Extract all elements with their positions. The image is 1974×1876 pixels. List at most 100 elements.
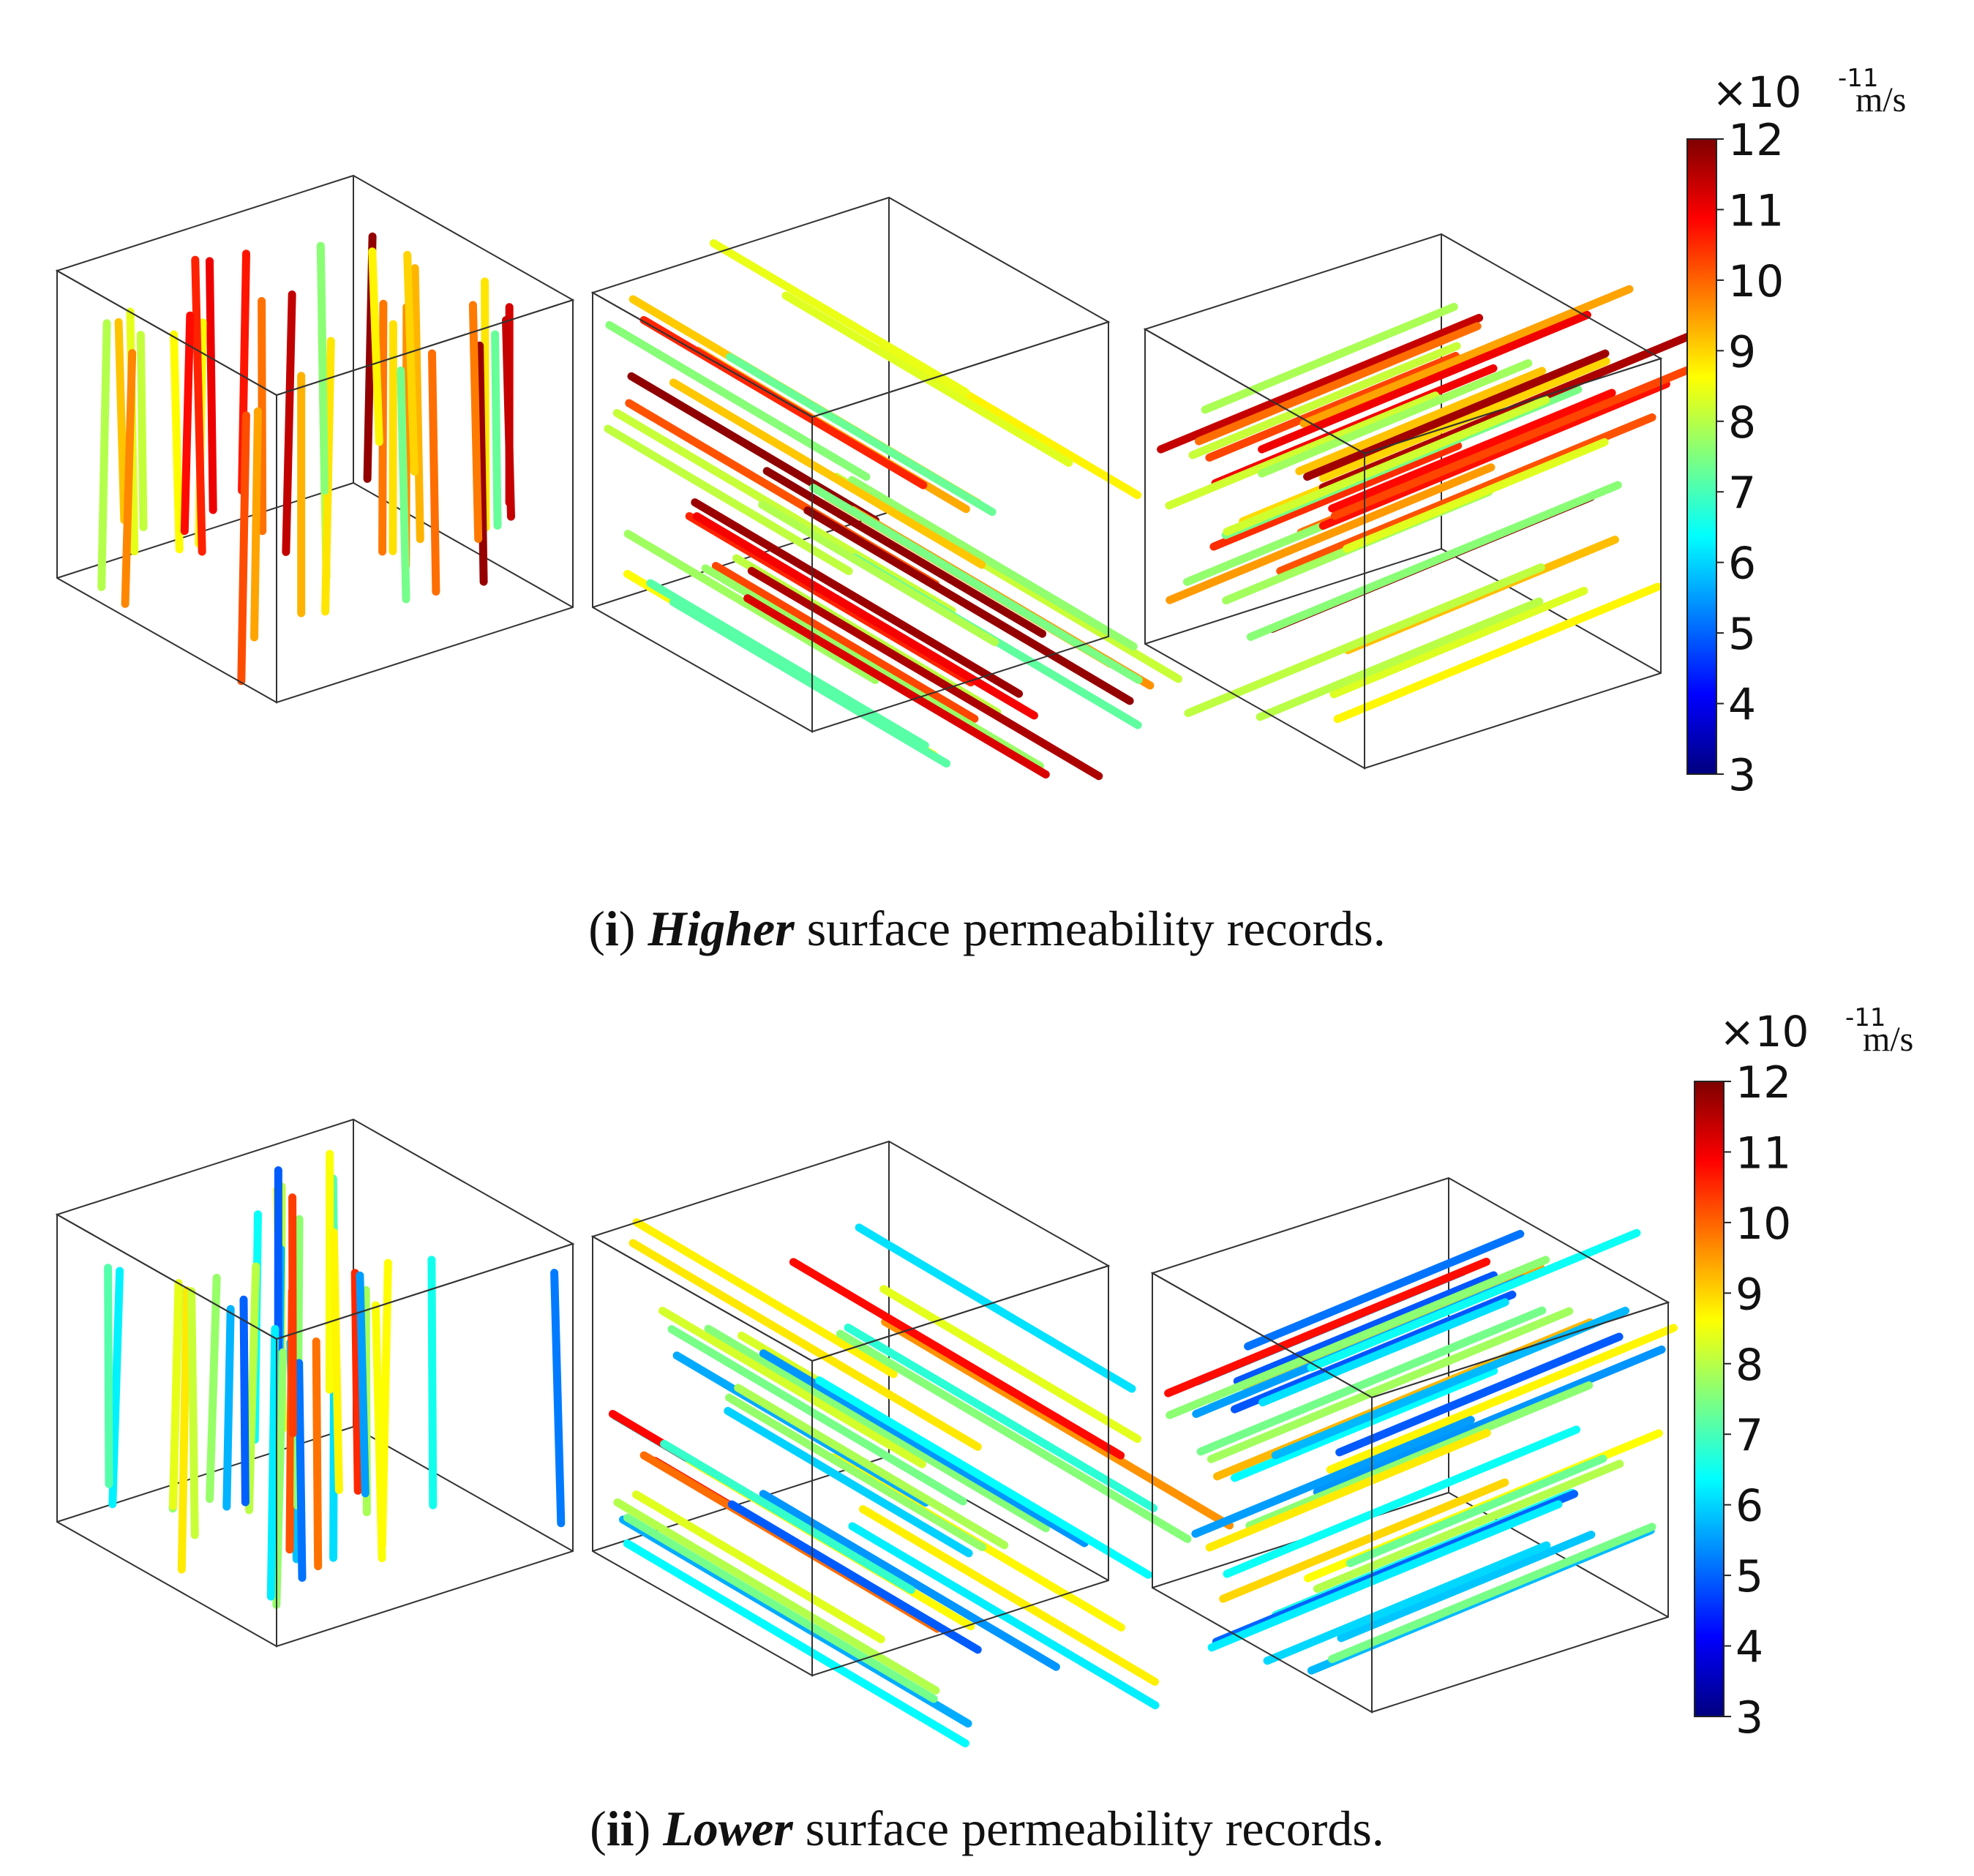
cube-face-outline bbox=[1371, 1301, 1669, 1714]
fracture-streamline bbox=[658, 1307, 926, 1468]
colorbar-tick-label: 10 bbox=[1728, 256, 1784, 307]
fracture-streamline bbox=[397, 366, 410, 604]
fracture-streamline bbox=[1245, 1381, 1594, 1530]
fracture-streamline bbox=[1258, 1298, 1509, 1407]
fracture-streamline bbox=[691, 498, 1024, 698]
colorbar-unit-exponent: -11 bbox=[1845, 1003, 1886, 1032]
fracture-streamline bbox=[1328, 389, 1616, 513]
fracture-streamline bbox=[1318, 357, 1610, 483]
fracture-streamline bbox=[855, 1223, 1136, 1393]
fracture-streamline bbox=[623, 1513, 938, 1703]
fracture-streamline bbox=[1196, 1306, 1547, 1456]
fracture-streamline bbox=[1333, 582, 1662, 724]
colorbar-unit-suffix: m/s bbox=[1863, 1020, 1913, 1059]
fracture-streamline bbox=[169, 1279, 183, 1510]
fracture-streamline bbox=[258, 297, 267, 536]
fracture-streamline bbox=[660, 1439, 915, 1594]
fracture-streamline bbox=[881, 1318, 1234, 1530]
cube-face-outline bbox=[811, 1264, 1109, 1677]
colorbar: ×10 -11 m/s 12 11 10 9 8 7 6 5 4 3 bbox=[1694, 1003, 1913, 1744]
cube-edge bbox=[353, 1426, 574, 1552]
fracture-streamline bbox=[550, 1269, 566, 1528]
caption-lower: (ii) Lower surface permeability records. bbox=[590, 1801, 1384, 1856]
fracture-streamline bbox=[704, 1324, 1050, 1533]
fracture-streamline bbox=[378, 1258, 392, 1550]
panel-lower: ×10 -11 m/s 12 11 10 9 8 7 6 5 4 3 bbox=[55, 1003, 1913, 1748]
colorbar-unit-prefix: ×10 bbox=[1712, 67, 1801, 117]
fracture-streamline bbox=[177, 1286, 191, 1574]
fracture-streamline bbox=[1205, 351, 1460, 462]
fracture-streamline bbox=[848, 476, 1138, 650]
fracture-streamline bbox=[1328, 1523, 1656, 1663]
fracture-streamline bbox=[206, 1273, 221, 1504]
fracture-streamline bbox=[1335, 1332, 1624, 1457]
caption-higher: (i) Higher surface permeability records. bbox=[588, 901, 1386, 956]
fracture-streamline bbox=[628, 1239, 982, 1451]
colorbar-tick-label: 8 bbox=[1735, 1340, 1763, 1391]
fracture-streamline bbox=[604, 424, 853, 576]
fracture-streamline bbox=[809, 484, 1143, 684]
fracture-streamline bbox=[272, 1348, 287, 1609]
fracture-streamline bbox=[1313, 1460, 1624, 1593]
colorbar-tick-label: 4 bbox=[1728, 680, 1756, 731]
cube-face-outline bbox=[276, 299, 574, 704]
fracture-streamline bbox=[747, 566, 1103, 781]
fracture-streamline bbox=[1231, 1290, 1517, 1414]
colorbar-unit-exponent: -11 bbox=[1838, 64, 1879, 93]
fracture-streamline bbox=[762, 467, 1047, 638]
fracture-streamline bbox=[1205, 1428, 1491, 1552]
caption-text: surface permeability records. bbox=[792, 1801, 1384, 1856]
fracture-streamline bbox=[1258, 359, 1533, 478]
cube-edge bbox=[1448, 1492, 1669, 1618]
colorbar-unit-prefix: ×10 bbox=[1719, 1007, 1809, 1057]
fracture-streamline bbox=[239, 1295, 249, 1507]
cube-vertical-fractures bbox=[55, 1118, 575, 1648]
fracture-streamline bbox=[136, 331, 148, 531]
fracture-streamline bbox=[1223, 396, 1550, 536]
fracture-streamline bbox=[108, 1267, 124, 1509]
fracture-streamline bbox=[669, 378, 986, 569]
colorbar-tick-label: 8 bbox=[1728, 397, 1756, 449]
fracture-streamline bbox=[180, 311, 195, 536]
fracture-streamline bbox=[623, 1539, 969, 1748]
fracture-streamline bbox=[250, 407, 262, 642]
cube-face-outline bbox=[1364, 357, 1662, 770]
colorbar-tick-label: 11 bbox=[1728, 185, 1784, 236]
fracture-streamline bbox=[1207, 1500, 1563, 1652]
cube-face-outline bbox=[276, 1242, 574, 1648]
fracture-streamline bbox=[403, 250, 419, 476]
cube-edge bbox=[1144, 548, 1442, 645]
fracture-streamline bbox=[815, 1376, 1152, 1579]
caption-emphasis: Lower bbox=[663, 1801, 793, 1856]
fracture-streamline bbox=[266, 1324, 279, 1601]
fracture-streamline bbox=[368, 247, 383, 446]
colorbar-tick-label: 6 bbox=[1728, 539, 1756, 590]
fracture-streamline bbox=[1201, 302, 1458, 414]
fracture-streamline bbox=[114, 318, 129, 525]
colorbar-tick-label: 7 bbox=[1728, 468, 1756, 519]
fracture-streamline bbox=[726, 353, 997, 517]
cube-face-outline bbox=[811, 320, 1109, 733]
fracture-streamline bbox=[669, 598, 951, 768]
cube-diagonal-up-fractures bbox=[1143, 233, 1700, 770]
fracture-streamline bbox=[428, 349, 440, 596]
fracture-streamline bbox=[1195, 322, 1482, 446]
fracture-streamline bbox=[312, 1337, 323, 1571]
fracture-streamline bbox=[191, 255, 206, 556]
cube-edge bbox=[1441, 548, 1662, 674]
fracture-streamline bbox=[237, 411, 250, 686]
fracture-streamline bbox=[206, 257, 217, 514]
fracture-streamline bbox=[222, 1305, 235, 1511]
fracture-streamline bbox=[410, 264, 424, 544]
fracture-streamline bbox=[468, 301, 483, 543]
fracture-streamline bbox=[1164, 1258, 1491, 1397]
fracture-streamline bbox=[701, 564, 1044, 770]
cube-diagonal-up-fractures bbox=[1150, 1177, 1678, 1714]
fracture-streamline bbox=[1157, 314, 1484, 454]
cube-vertical-fractures bbox=[55, 174, 575, 704]
fracture-streamline bbox=[1209, 441, 1463, 551]
fracture-streamline bbox=[491, 330, 502, 530]
fracture-streamline bbox=[502, 316, 515, 521]
fracture-streamline bbox=[743, 594, 1050, 778]
fracture-streamline bbox=[1191, 1416, 1475, 1538]
